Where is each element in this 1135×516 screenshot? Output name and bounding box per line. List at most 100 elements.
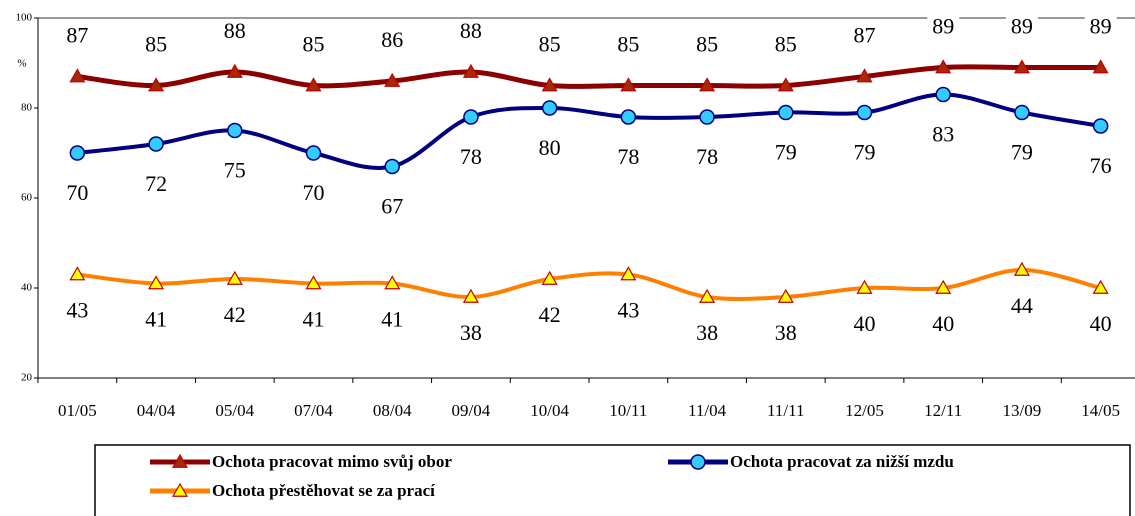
marker <box>384 72 401 87</box>
data-label: 89 <box>932 14 954 39</box>
label-bg <box>769 33 802 60</box>
y-tick-label: 20 <box>21 372 33 384</box>
legend-label: Ochota pracovat za nižší mzdu <box>730 452 954 471</box>
y-tick-label: 100 <box>16 12 33 24</box>
marker <box>1092 279 1109 294</box>
data-label: 85 <box>775 32 797 57</box>
data-label: 43 <box>66 298 88 323</box>
marker <box>778 104 794 121</box>
legend-label: Ochota přestěhovat se za prací <box>212 481 435 500</box>
marker <box>69 68 86 83</box>
data-label: 67 <box>381 194 403 219</box>
data-label: 38 <box>460 320 482 345</box>
marker <box>305 77 322 92</box>
data-label: 44 <box>1011 293 1033 318</box>
label-bg <box>140 33 173 60</box>
label-bg <box>848 24 881 51</box>
data-label: 80 <box>539 135 561 160</box>
data-label: 43 <box>617 298 639 323</box>
marker <box>935 86 951 103</box>
x-tick-label: 08/04 <box>373 401 412 420</box>
data-label: 41 <box>381 307 403 332</box>
x-tick-label: 13/09 <box>1003 401 1042 420</box>
marker <box>227 122 243 139</box>
x-tick-label: 01/05 <box>58 401 97 420</box>
label-bg <box>61 24 94 51</box>
data-label: 87 <box>66 23 88 48</box>
x-tick-label: 04/04 <box>137 401 176 420</box>
data-label: 42 <box>224 302 246 327</box>
marker <box>171 482 189 497</box>
label-bg <box>1005 15 1038 42</box>
data-label: 85 <box>303 32 325 57</box>
label-bg <box>218 20 251 46</box>
label-bg <box>927 15 960 42</box>
marker <box>463 109 479 125</box>
x-tick-label: 11/11 <box>767 401 804 420</box>
marker <box>148 77 165 92</box>
marker <box>69 145 86 161</box>
marker <box>620 109 637 125</box>
label-bg <box>1084 15 1117 42</box>
marker <box>620 266 637 281</box>
data-label: 85 <box>145 32 167 57</box>
marker <box>69 266 86 281</box>
data-label: 41 <box>145 307 167 332</box>
marker <box>856 68 873 83</box>
marker <box>171 453 189 468</box>
data-label: 72 <box>145 171 167 196</box>
data-label: 86 <box>381 27 403 52</box>
x-tick-label: 12/11 <box>924 401 962 420</box>
data-label: 78 <box>696 144 718 169</box>
label-bg <box>533 33 566 60</box>
marker <box>541 77 558 92</box>
marker <box>226 63 243 78</box>
data-label: 85 <box>696 32 718 57</box>
x-tick-label: 07/04 <box>294 401 333 420</box>
data-label: 88 <box>460 18 482 43</box>
y-tick-label: 40 <box>21 282 33 294</box>
x-tick-label: 09/04 <box>452 401 491 420</box>
x-tick-label: 11/04 <box>688 401 727 420</box>
label-bg <box>612 33 645 60</box>
data-label: 88 <box>224 18 246 43</box>
data-label: 78 <box>617 144 639 169</box>
marker <box>935 59 952 74</box>
marker <box>935 279 952 294</box>
x-tick-label: 12/05 <box>845 401 884 420</box>
data-label: 89 <box>1090 14 1112 39</box>
data-label: 42 <box>539 302 561 327</box>
label-bg <box>691 33 724 60</box>
data-label: 75 <box>224 158 246 183</box>
label-bg <box>454 20 487 46</box>
label-bg <box>376 29 409 55</box>
x-tick-label: 14/05 <box>1081 401 1120 420</box>
marker <box>305 275 322 290</box>
y-tick-label: 60 <box>21 192 33 204</box>
marker <box>384 158 400 175</box>
marker <box>462 288 479 303</box>
marker <box>148 275 165 290</box>
marker <box>620 77 637 92</box>
marker <box>699 77 716 92</box>
legend-box <box>94 444 1131 516</box>
data-label: 79 <box>775 140 797 165</box>
marker <box>1014 104 1030 121</box>
marker <box>856 279 873 294</box>
x-tick-label: 10/04 <box>530 401 569 420</box>
data-label: 70 <box>66 180 88 205</box>
x-tick-label: 05/04 <box>215 401 254 420</box>
y-axis-label: % <box>17 58 26 70</box>
data-label: 40 <box>932 311 954 336</box>
data-label: 79 <box>854 140 876 165</box>
marker <box>699 109 715 125</box>
marker <box>1092 59 1109 74</box>
marker <box>541 100 558 116</box>
data-label: 78 <box>460 144 482 169</box>
data-label: 83 <box>932 122 954 147</box>
x-tick-label: 10/11 <box>609 401 647 420</box>
data-label: 38 <box>775 320 797 345</box>
label-bg <box>297 33 330 60</box>
marker <box>541 270 558 285</box>
